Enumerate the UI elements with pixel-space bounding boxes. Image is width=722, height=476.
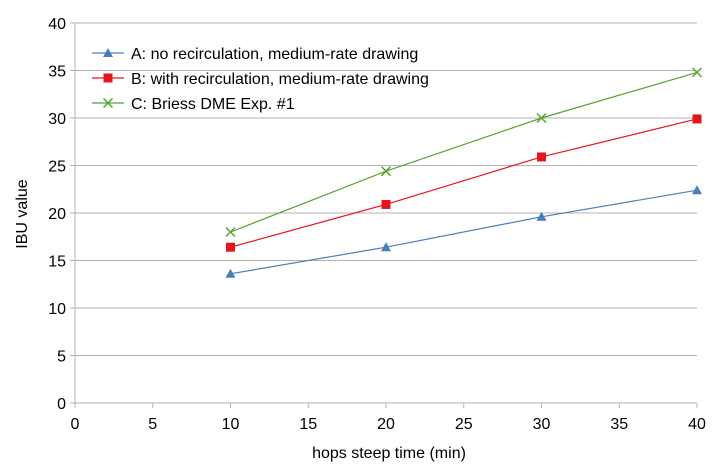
data-point: [226, 242, 235, 252]
data-point: [692, 114, 702, 124]
x-tick-label: 40: [688, 416, 706, 433]
x-tick-label: 15: [299, 416, 317, 433]
y-tick-label: 0: [57, 396, 66, 413]
x-axis-title: hops steep time (min): [312, 445, 466, 462]
y-tick-label: 20: [48, 206, 66, 223]
series-a: [225, 185, 702, 278]
data-point: [692, 185, 702, 195]
legend-marker: [103, 73, 113, 83]
y-tick-label: 10: [48, 301, 66, 318]
series-b: [226, 114, 702, 252]
x-tick-label: 25: [455, 416, 473, 433]
y-tick-label: 5: [57, 349, 66, 366]
legend-label: A: no recirculation, medium-rate drawing: [131, 46, 418, 63]
x-tick-label: 35: [610, 416, 628, 433]
y-tick-label: 40: [48, 16, 66, 33]
data-series: [225, 67, 703, 278]
x-tick-label: 0: [71, 416, 80, 433]
data-point: [536, 211, 547, 221]
series-line: [230, 189, 698, 275]
y-tick-label: 15: [48, 254, 66, 271]
series-c: [225, 67, 703, 238]
legend-marker: [103, 48, 113, 57]
data-point: [381, 199, 391, 209]
series-line: [230, 118, 698, 248]
legend-label: C: Briess DME Exp. #1: [131, 96, 295, 113]
y-tick-label: 35: [48, 64, 66, 81]
x-tick-label: 5: [148, 416, 157, 433]
series-line: [230, 71, 698, 233]
x-tick-labels: 0 5 10 15 20 25 30 35 40: [71, 416, 706, 433]
grid-lines: [75, 22, 697, 356]
legend-item: A: no recirculation, medium-rate drawing: [92, 46, 418, 63]
legend-item: C: Briess DME Exp. #1: [92, 96, 295, 113]
data-point: [225, 226, 236, 238]
legend-marker: [102, 97, 114, 109]
legend-item: B: with recirculation, medium-rate drawi…: [92, 71, 429, 88]
legend-label: B: with recirculation, medium-rate drawi…: [131, 71, 429, 88]
y-axis-title: IBU value: [14, 179, 31, 248]
data-point: [536, 112, 547, 124]
axes: [70, 22, 698, 408]
data-point: [380, 166, 392, 177]
y-tick-labels: 0 5 10 15 20 25 30 35 40: [48, 16, 66, 413]
data-point: [381, 242, 391, 252]
x-tick-label: 30: [533, 416, 551, 433]
data-point: [537, 152, 546, 162]
y-tick-label: 25: [48, 159, 66, 176]
data-point: [691, 67, 703, 78]
x-tick-label: 10: [222, 416, 240, 433]
x-tick-label: 20: [377, 416, 395, 433]
data-point: [225, 268, 236, 278]
legend: A: no recirculation, medium-rate drawing…: [92, 46, 429, 113]
y-tick-label: 30: [48, 111, 66, 128]
